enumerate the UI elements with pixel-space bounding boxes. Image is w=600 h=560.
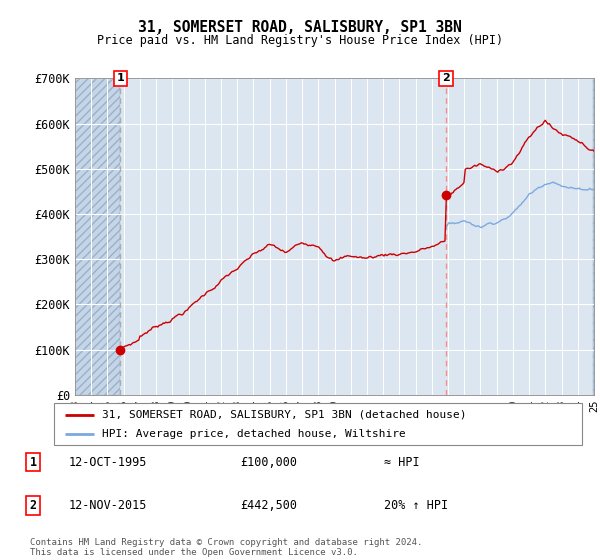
Text: 1: 1: [116, 73, 124, 83]
Text: Price paid vs. HM Land Registry's House Price Index (HPI): Price paid vs. HM Land Registry's House …: [97, 34, 503, 46]
FancyBboxPatch shape: [54, 403, 582, 445]
Text: HPI: Average price, detached house, Wiltshire: HPI: Average price, detached house, Wilt…: [101, 429, 405, 439]
Text: 31, SOMERSET ROAD, SALISBURY, SP1 3BN (detached house): 31, SOMERSET ROAD, SALISBURY, SP1 3BN (d…: [101, 409, 466, 419]
Text: ≈ HPI: ≈ HPI: [384, 455, 419, 469]
Text: 1: 1: [29, 455, 37, 469]
Text: 12-OCT-1995: 12-OCT-1995: [69, 455, 148, 469]
Text: 12-NOV-2015: 12-NOV-2015: [69, 498, 148, 512]
Text: 2: 2: [442, 73, 450, 83]
Text: £100,000: £100,000: [240, 455, 297, 469]
Text: 2: 2: [29, 498, 37, 512]
Text: 31, SOMERSET ROAD, SALISBURY, SP1 3BN: 31, SOMERSET ROAD, SALISBURY, SP1 3BN: [138, 20, 462, 35]
Bar: [75, 78, 120, 395]
Text: Contains HM Land Registry data © Crown copyright and database right 2024.
This d: Contains HM Land Registry data © Crown c…: [30, 538, 422, 557]
Text: £442,500: £442,500: [240, 498, 297, 512]
Bar: [593, 78, 594, 395]
Text: 20% ↑ HPI: 20% ↑ HPI: [384, 498, 448, 512]
